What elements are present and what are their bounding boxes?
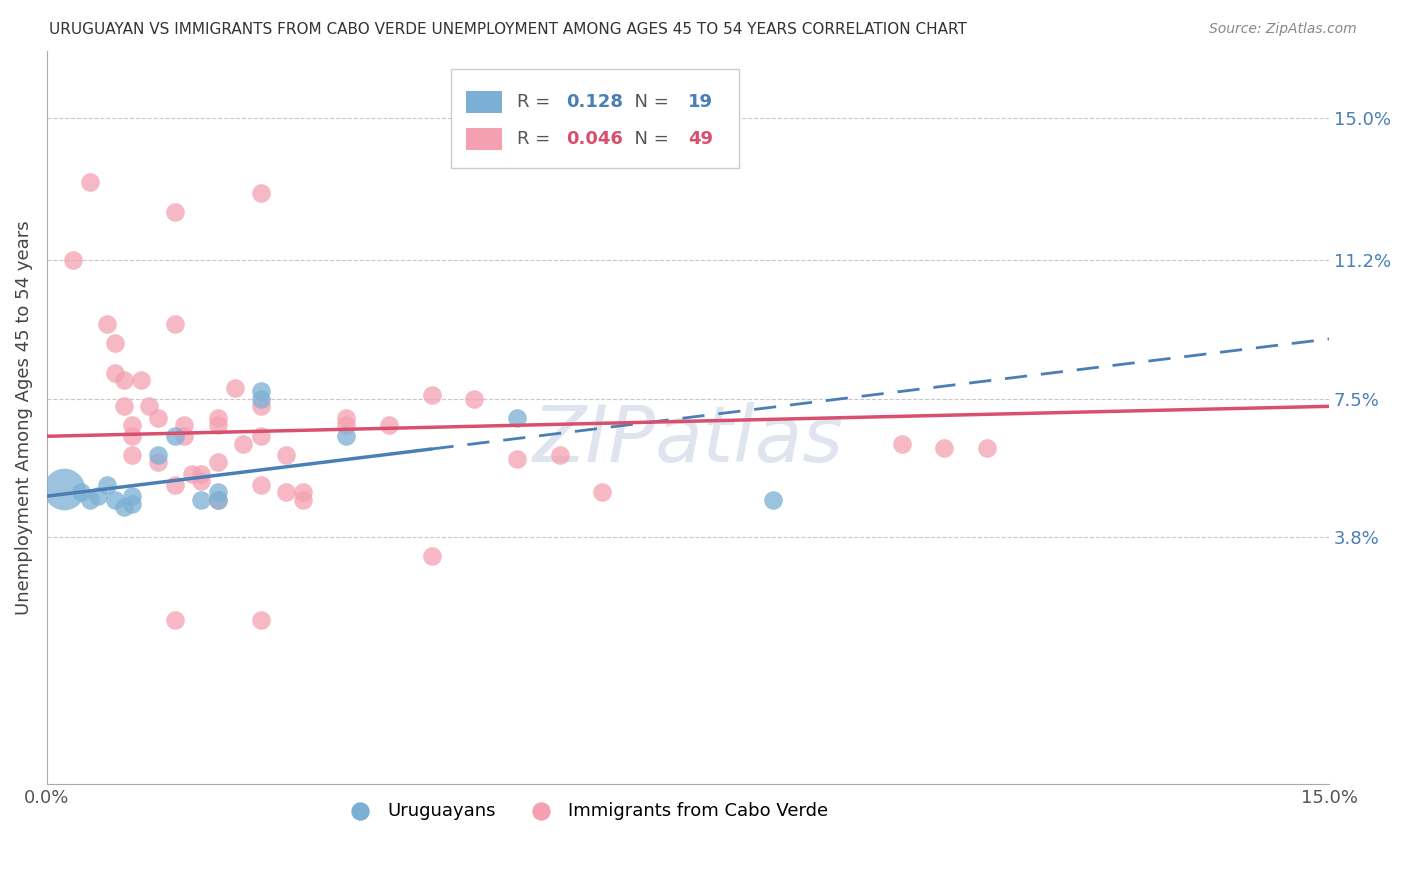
Point <box>121 429 143 443</box>
Text: 49: 49 <box>688 129 713 148</box>
Point <box>232 436 254 450</box>
Point <box>335 418 357 433</box>
Text: 0.128: 0.128 <box>567 93 623 111</box>
Point <box>146 448 169 462</box>
Y-axis label: Unemployment Among Ages 45 to 54 years: Unemployment Among Ages 45 to 54 years <box>15 220 32 615</box>
Point <box>104 492 127 507</box>
Text: URUGUAYAN VS IMMIGRANTS FROM CABO VERDE UNEMPLOYMENT AMONG AGES 45 TO 54 YEARS C: URUGUAYAN VS IMMIGRANTS FROM CABO VERDE … <box>49 22 967 37</box>
Point <box>976 441 998 455</box>
Point <box>249 429 271 443</box>
Point <box>79 175 101 189</box>
Point <box>190 474 212 488</box>
Point <box>121 418 143 433</box>
Point <box>173 429 195 443</box>
Point <box>138 400 160 414</box>
Point <box>146 410 169 425</box>
Text: Source: ZipAtlas.com: Source: ZipAtlas.com <box>1209 22 1357 37</box>
Point <box>249 613 271 627</box>
Point <box>934 441 956 455</box>
Point <box>112 373 135 387</box>
Bar <box>467 91 502 113</box>
Point <box>207 418 229 433</box>
Legend: Uruguayans, Immigrants from Cabo Verde: Uruguayans, Immigrants from Cabo Verde <box>335 794 835 827</box>
Point <box>378 418 401 433</box>
Point <box>292 485 315 500</box>
Point <box>207 492 229 507</box>
Point <box>207 492 229 507</box>
Point <box>87 489 110 503</box>
Point <box>112 500 135 515</box>
Point <box>335 429 357 443</box>
Point <box>506 451 529 466</box>
Point <box>112 400 135 414</box>
Point <box>53 482 76 496</box>
Text: N =: N = <box>623 129 673 148</box>
Text: 19: 19 <box>688 93 713 111</box>
Point <box>190 467 212 481</box>
Text: R =: R = <box>517 93 557 111</box>
Point <box>104 335 127 350</box>
Point <box>207 485 229 500</box>
Point <box>506 410 529 425</box>
Text: N =: N = <box>623 93 673 111</box>
Point <box>165 429 187 443</box>
Text: R =: R = <box>517 129 557 148</box>
Point <box>96 478 118 492</box>
Point <box>249 392 271 406</box>
Bar <box>467 128 502 150</box>
Point <box>173 418 195 433</box>
Point <box>592 485 614 500</box>
Point <box>463 392 485 406</box>
Point <box>165 478 187 492</box>
Point <box>104 366 127 380</box>
Point <box>121 448 143 462</box>
Point <box>181 467 204 481</box>
Point <box>146 455 169 469</box>
Point <box>249 478 271 492</box>
Point <box>62 253 84 268</box>
Point <box>207 410 229 425</box>
Point <box>190 492 212 507</box>
Point <box>292 492 315 507</box>
Point <box>121 489 143 503</box>
Point <box>420 388 443 402</box>
Text: 0.046: 0.046 <box>567 129 623 148</box>
Point <box>276 448 298 462</box>
Point <box>165 204 187 219</box>
FancyBboxPatch shape <box>451 69 740 168</box>
Point <box>249 186 271 200</box>
Point <box>890 436 912 450</box>
Point <box>165 613 187 627</box>
Point <box>276 485 298 500</box>
Point <box>207 455 229 469</box>
Point <box>249 384 271 399</box>
Point <box>420 549 443 563</box>
Point <box>121 497 143 511</box>
Point <box>224 381 246 395</box>
Point <box>249 400 271 414</box>
Point <box>762 492 785 507</box>
Point <box>79 492 101 507</box>
Point <box>165 317 187 331</box>
Text: ZIPatlas: ZIPatlas <box>533 401 844 477</box>
Point <box>70 485 93 500</box>
Point <box>96 317 118 331</box>
Point <box>548 448 571 462</box>
Point <box>129 373 152 387</box>
Point <box>335 410 357 425</box>
